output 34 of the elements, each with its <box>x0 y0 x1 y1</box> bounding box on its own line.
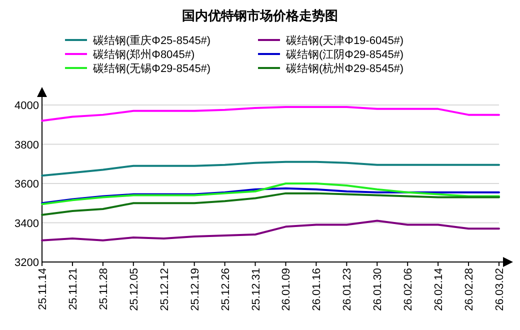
legend-label: 碳结钢(重庆Φ25-8545#) <box>92 34 211 47</box>
x-tick-label: 26.01.30 <box>372 268 384 311</box>
x-tick-label: 25.12.05 <box>128 268 140 311</box>
y-tick-label: 3800 <box>14 139 39 152</box>
x-tick-label: 25.11.21 <box>67 268 80 310</box>
x-tick-label: 25.11.28 <box>98 268 110 310</box>
x-tick-label: 25.12.19 <box>189 268 202 311</box>
legend-label: 碳结钢(杭州Φ29-8545#) <box>285 62 404 75</box>
chart-title: 国内优特钢市场价格走势图 <box>182 8 338 23</box>
y-tick-label: 3600 <box>14 178 39 190</box>
line-series <box>41 182 500 206</box>
x-tick-label: 26.03.02 <box>494 268 506 311</box>
legend-label: 碳结钢(江阴Φ29-8545#) <box>285 48 404 61</box>
x-tick-label: 25.12.26 <box>220 268 232 311</box>
y-tick-label: 3400 <box>14 218 39 230</box>
y-tick-label: 3200 <box>14 257 39 269</box>
line-series <box>41 220 500 242</box>
legend-label: 碳结钢(无锡Φ29-8545#) <box>92 62 211 75</box>
x-tick-label: 25.12.12 <box>158 268 171 311</box>
x-tick-label: 26.02.06 <box>402 268 415 311</box>
line-series <box>41 160 500 177</box>
line-series <box>41 187 500 204</box>
x-tick-label: 25.11.14 <box>37 268 49 310</box>
y-tick-label: 4000 <box>14 100 39 112</box>
x-tick-label: 26.01.16 <box>311 268 324 311</box>
x-tick-label: 26.01.09 <box>280 268 293 311</box>
x-tick-label: 26.02.28 <box>464 268 476 311</box>
x-tick-label: 26.01.23 <box>342 268 354 311</box>
legend-label: 碳结钢(天津Φ19-6045#) <box>285 34 404 47</box>
legend-label: 碳结钢(郑州Φ8045#) <box>92 48 195 61</box>
line-series <box>41 106 500 122</box>
x-tick-label: 25.12.31 <box>250 268 262 311</box>
line-series <box>41 192 500 216</box>
x-tick-label: 26.02.14 <box>433 268 446 311</box>
